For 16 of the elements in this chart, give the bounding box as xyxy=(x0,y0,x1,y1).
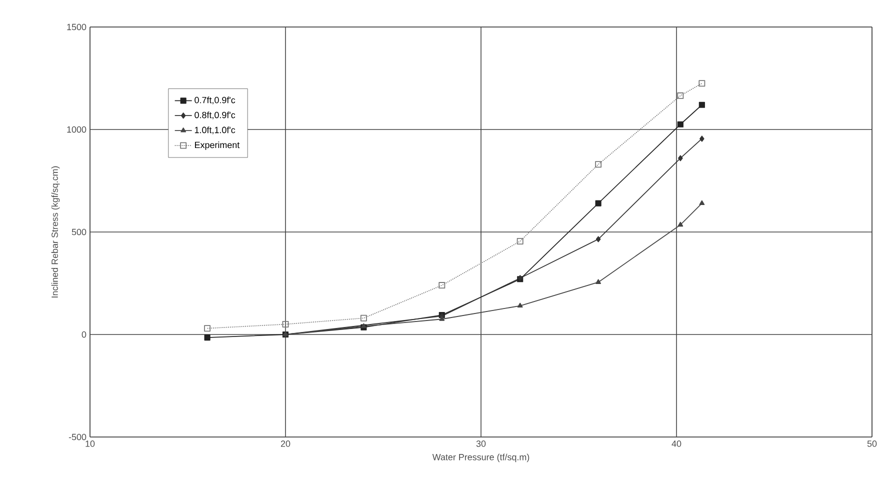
y-tick-label: -500 xyxy=(68,434,86,440)
legend-label: 0.8ft,0.9f'c xyxy=(194,112,236,120)
x-tick-label: 50 xyxy=(867,440,877,447)
y-tick-label: 0 xyxy=(82,331,86,338)
x-tick-label: 40 xyxy=(672,440,682,447)
legend-label: 1.0ft,1.0f'c xyxy=(194,126,236,134)
x-tick-label: 30 xyxy=(476,440,486,447)
y-tick-label: 1500 xyxy=(67,24,86,30)
legend-label: 0.7ft,0.9f'c xyxy=(194,96,236,104)
x-tick-label: 20 xyxy=(280,440,290,447)
y-axis-title: Inclined Rebar Stress (kgf/sq.cm) xyxy=(51,166,60,298)
legend-label: Experiment xyxy=(195,142,240,150)
y-tick-label: 500 xyxy=(72,228,86,236)
y-tick-label: 1000 xyxy=(67,126,86,133)
x-tick-label: 10 xyxy=(86,440,95,447)
x-axis-title: Water Pressure (tf/sq.m) xyxy=(432,454,530,462)
